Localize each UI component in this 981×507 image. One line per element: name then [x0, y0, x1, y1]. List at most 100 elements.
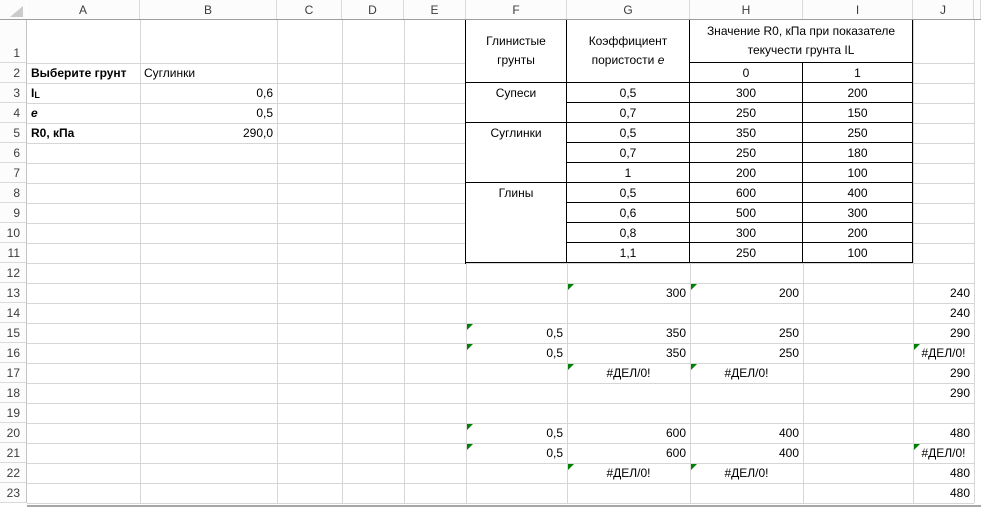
cell-G5[interactable]: 0,5	[567, 123, 690, 143]
cell-F21[interactable]: 0,5	[466, 443, 567, 463]
cell-I4[interactable]: 150	[803, 103, 913, 123]
cell-I3[interactable]: 200	[803, 83, 913, 103]
cell-G4[interactable]: 0,7	[567, 103, 690, 123]
column-header-D[interactable]: D	[342, 0, 404, 19]
cell-J22[interactable]: 480	[913, 463, 974, 483]
column-header-G[interactable]: G	[567, 0, 690, 19]
cell-F15[interactable]: 0,5	[466, 323, 567, 343]
cell-J20[interactable]: 480	[913, 423, 974, 443]
select-all-corner[interactable]	[0, 0, 26, 19]
cell-G11[interactable]: 1,1	[567, 243, 690, 263]
row-header-18[interactable]: 18	[0, 383, 26, 403]
cell-G17[interactable]: #ДЕЛ/0!	[567, 363, 690, 383]
cell-G7[interactable]: 1	[567, 163, 690, 183]
column-header-F[interactable]: F	[466, 0, 567, 19]
column-header-B[interactable]: B	[140, 0, 277, 19]
cell-J23[interactable]: 480	[913, 483, 974, 503]
cell-H2[interactable]: 0	[690, 63, 803, 83]
cell-H8[interactable]: 600	[690, 183, 803, 203]
cell-G15[interactable]: 350	[567, 323, 690, 343]
cell-I9[interactable]: 300	[803, 203, 913, 223]
row-header-22[interactable]: 22	[0, 463, 26, 483]
row-header-7[interactable]: 7	[0, 163, 26, 183]
cell-B4[interactable]: 0,5	[140, 103, 277, 123]
cell-I8[interactable]: 400	[803, 183, 913, 203]
row-header-20[interactable]: 20	[0, 423, 26, 443]
cell-H20[interactable]: 400	[690, 423, 803, 443]
row-header-5[interactable]: 5	[0, 123, 26, 143]
row-header-14[interactable]: 14	[0, 303, 26, 323]
column-header-I[interactable]: I	[803, 0, 913, 19]
row-header-4[interactable]: 4	[0, 103, 26, 123]
cell-I5[interactable]: 250	[803, 123, 913, 143]
cell-G6[interactable]: 0,7	[567, 143, 690, 163]
cell-J18[interactable]: 290	[913, 383, 974, 403]
cell-A2[interactable]: Выберите грунт	[27, 63, 140, 83]
cell-H1-r0-header[interactable]: Значение R0, кПа при показателе текучест…	[690, 20, 913, 63]
cell-H22[interactable]: #ДЕЛ/0!	[690, 463, 803, 483]
column-header-H[interactable]: H	[690, 0, 803, 19]
row-header-12[interactable]: 12	[0, 263, 26, 283]
cell-G16[interactable]: 350	[567, 343, 690, 363]
column-header-J[interactable]: J	[913, 0, 974, 19]
cell-J14[interactable]: 240	[913, 303, 974, 323]
cell-G20[interactable]: 600	[567, 423, 690, 443]
row-header-17[interactable]: 17	[0, 363, 26, 383]
cell-I2[interactable]: 1	[803, 63, 913, 83]
cell-I7[interactable]: 100	[803, 163, 913, 183]
cell-I10[interactable]: 200	[803, 223, 913, 243]
cell-G21[interactable]: 600	[567, 443, 690, 463]
cell-I11[interactable]: 100	[803, 243, 913, 263]
row-header-16[interactable]: 16	[0, 343, 26, 363]
column-header-C[interactable]: C	[277, 0, 342, 19]
column-header-E[interactable]: E	[404, 0, 466, 19]
cell-B5[interactable]: 290,0	[140, 123, 277, 143]
cell-J16[interactable]: #ДЕЛ/0!	[913, 343, 974, 363]
row-header-15[interactable]: 15	[0, 323, 26, 343]
row-header-6[interactable]: 6	[0, 143, 26, 163]
cell-G10[interactable]: 0,8	[567, 223, 690, 243]
cell-J17[interactable]: 290	[913, 363, 974, 383]
cell-H3[interactable]: 300	[690, 83, 803, 103]
cell-J21[interactable]: #ДЕЛ/0!	[913, 443, 974, 463]
row-header-13[interactable]: 13	[0, 283, 26, 303]
row-header-21[interactable]: 21	[0, 443, 26, 463]
cell-H10[interactable]: 300	[690, 223, 803, 243]
cell-H5[interactable]: 350	[690, 123, 803, 143]
cell-F5-soil-group[interactable]: Суглинки	[466, 123, 567, 183]
cell-F20[interactable]: 0,5	[466, 423, 567, 443]
cell-F3-soil-group[interactable]: Супеси	[466, 83, 567, 123]
cell-F8-soil-group[interactable]: Глины	[466, 183, 567, 263]
row-header-8[interactable]: 8	[0, 183, 26, 203]
column-header-A[interactable]: A	[27, 0, 140, 19]
cell-H11[interactable]: 250	[690, 243, 803, 263]
cell-H9[interactable]: 500	[690, 203, 803, 223]
cell-H17[interactable]: #ДЕЛ/0!	[690, 363, 803, 383]
cell-G9[interactable]: 0,6	[567, 203, 690, 223]
cell-J15[interactable]: 290	[913, 323, 974, 343]
cell-H21[interactable]: 400	[690, 443, 803, 463]
cell-H7[interactable]: 200	[690, 163, 803, 183]
cell-H6[interactable]: 250	[690, 143, 803, 163]
column-header-partial[interactable]	[974, 0, 981, 19]
cell-G3[interactable]: 0,5	[567, 83, 690, 103]
cell-G8[interactable]: 0,5	[567, 183, 690, 203]
cell-G13[interactable]: 300	[567, 283, 690, 303]
cell-I6[interactable]: 180	[803, 143, 913, 163]
row-header-3[interactable]: 3	[0, 83, 26, 103]
row-header-9[interactable]: 9	[0, 203, 26, 223]
cell-B2[interactable]: Суглинки	[140, 63, 277, 83]
cell-H16[interactable]: 250	[690, 343, 803, 363]
row-header-11[interactable]: 11	[0, 243, 26, 263]
cell-A4[interactable]: e	[27, 103, 140, 123]
cell-H15[interactable]: 250	[690, 323, 803, 343]
row-header-10[interactable]: 10	[0, 223, 26, 243]
cell-H4[interactable]: 250	[690, 103, 803, 123]
cell-B3[interactable]: 0,6	[140, 83, 277, 103]
cell-G22[interactable]: #ДЕЛ/0!	[567, 463, 690, 483]
cell-F16[interactable]: 0,5	[466, 343, 567, 363]
cell-H13[interactable]: 200	[690, 283, 803, 303]
row-header-23[interactable]: 23	[0, 483, 26, 503]
row-header-19[interactable]: 19	[0, 403, 26, 423]
